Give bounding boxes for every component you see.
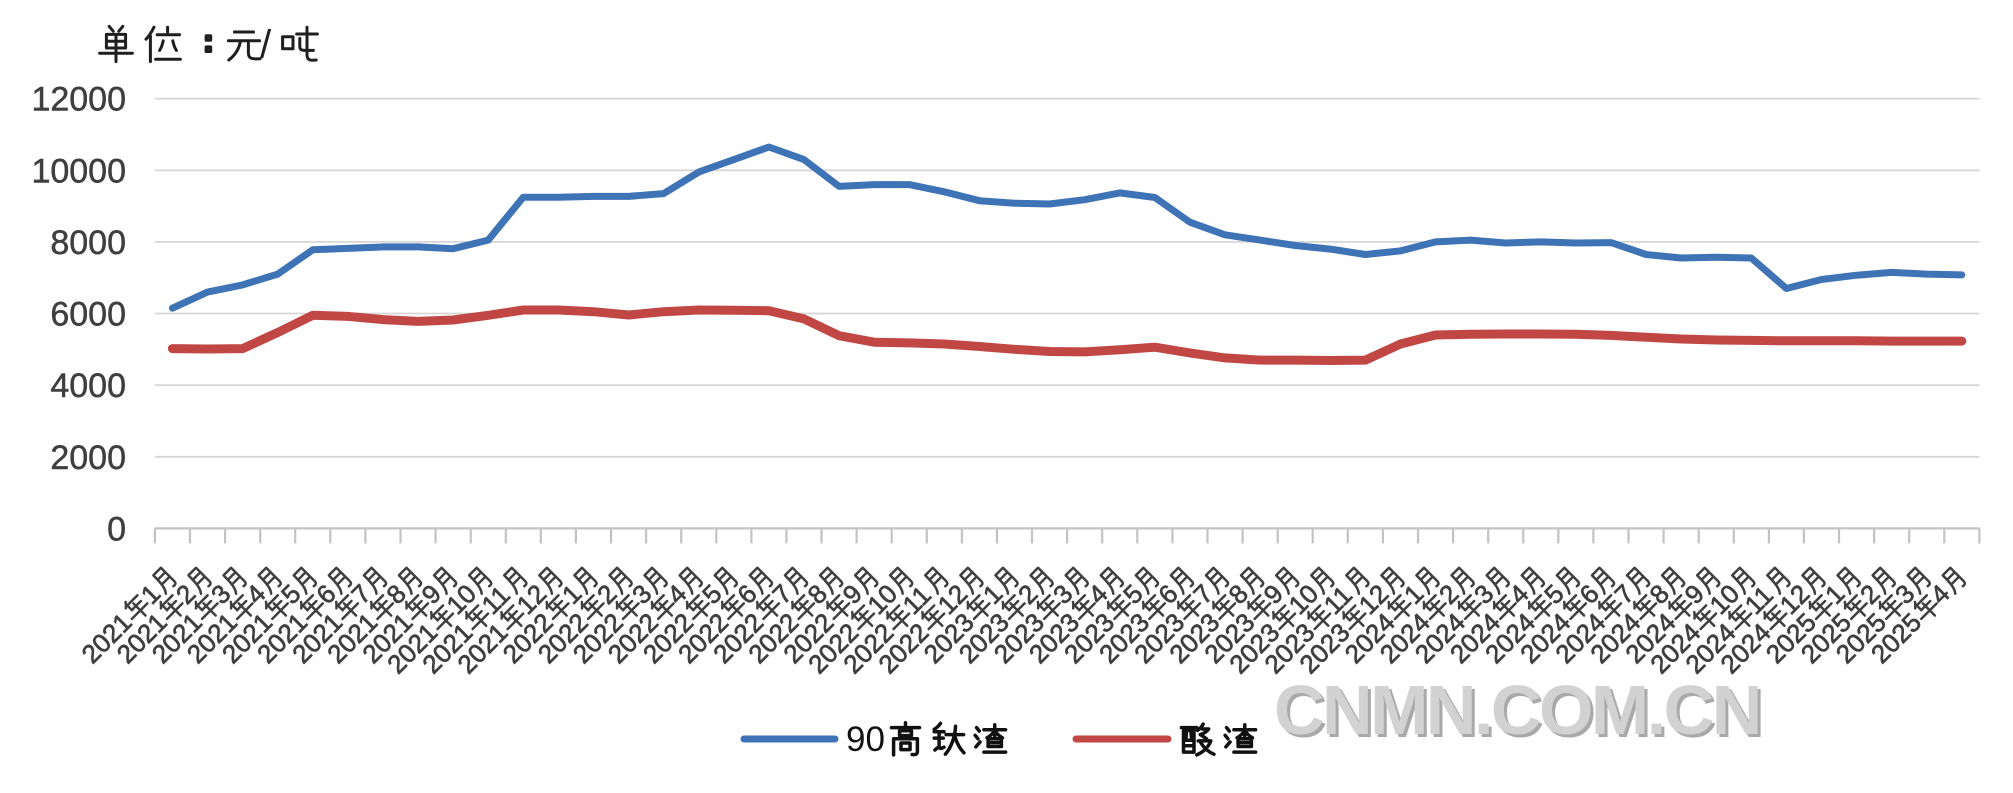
svg-text:4000: 4000 <box>50 367 126 405</box>
svg-text:8000: 8000 <box>50 224 126 262</box>
svg-text:90: 90 <box>846 720 885 759</box>
svg-text:2000: 2000 <box>50 439 126 477</box>
svg-text:/: / <box>260 23 272 67</box>
svg-text:0: 0 <box>107 511 126 549</box>
svg-text:6000: 6000 <box>50 296 126 334</box>
svg-text:10000: 10000 <box>31 152 126 190</box>
svg-text:CNMN.COM.CN: CNMN.COM.CN <box>1274 671 1760 749</box>
svg-text:12000: 12000 <box>31 81 126 119</box>
svg-text:CNMN.COM.CN: CNMN.COM.CN <box>1277 674 1763 752</box>
